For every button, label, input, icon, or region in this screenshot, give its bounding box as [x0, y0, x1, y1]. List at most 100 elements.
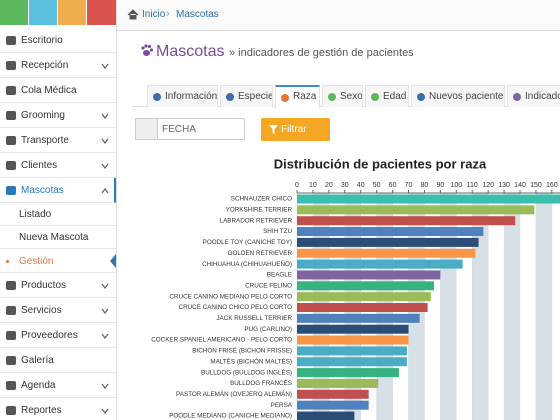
- menu-label[interactable]: Clientes: [21, 160, 58, 171]
- y-tick-label: BULLDOG FRANCÉS: [230, 378, 292, 387]
- filter-button[interactable]: [261, 118, 330, 141]
- menu-item[interactable]: Recepción: [0, 53, 116, 78]
- menu-item[interactable]: Clientes: [0, 153, 116, 178]
- menu-item[interactable]: Agenda: [0, 373, 116, 398]
- bar: [297, 303, 428, 312]
- y-tick-label: GOLDEN RETRIEVER: [228, 250, 293, 257]
- menu-icon: [6, 186, 16, 195]
- tab-icon: [513, 93, 521, 101]
- tab-icon: [153, 93, 161, 101]
- menu-label[interactable]: Galería: [21, 354, 54, 366]
- x-tick-label: 140: [514, 182, 526, 189]
- y-tick-label: PERSA: [271, 402, 293, 409]
- quick-button[interactable]: [87, 0, 116, 25]
- submenu-item[interactable]: Nueva Mascota: [0, 226, 116, 250]
- x-tick-label: 70: [405, 182, 413, 189]
- bar: [297, 281, 434, 291]
- x-tick-label: 40: [357, 182, 365, 189]
- submenu-label[interactable]: Gestión: [19, 255, 54, 267]
- main: Inicio › Mascotas › Mascotas » indicador…: [117, 0, 560, 420]
- submenu-item[interactable]: Gestión: [0, 250, 116, 273]
- x-tick-label: 130: [498, 182, 510, 189]
- active-dot: [6, 259, 9, 263]
- bar: [297, 292, 431, 302]
- x-tick-label: 50: [373, 182, 381, 189]
- separator: ›: [166, 8, 170, 20]
- menu-item[interactable]: Mascotas: [0, 178, 116, 203]
- y-tick-label: BEAGLE: [267, 272, 292, 279]
- tab[interactable]: Especie: [220, 85, 273, 107]
- quick-button[interactable]: [29, 0, 57, 25]
- menu-item[interactable]: Servicios: [0, 298, 116, 323]
- bar: [297, 346, 407, 356]
- submenu-item[interactable]: Listado: [0, 203, 116, 226]
- menu-icon: [6, 61, 16, 70]
- menu-item[interactable]: Escritorio: [0, 28, 116, 53]
- y-tick-label: CRUCE CANINO MEDIANO PELO CORTO: [169, 293, 292, 300]
- x-tick-label: 120: [482, 182, 494, 189]
- y-tick-label: SCHNAUZER CHICO: [231, 196, 292, 203]
- menu-label[interactable]: Productos: [21, 279, 67, 291]
- y-tick-label: CRUCE FELINO: [245, 282, 292, 289]
- tab[interactable]: Nuevos pacientes: [411, 85, 505, 107]
- chevron: [101, 163, 109, 169]
- menu-item[interactable]: Reportes: [0, 398, 116, 420]
- menu-item[interactable]: Galería: [0, 348, 116, 373]
- y-tick-label: BICHÓN FRISÉ (BICHON FRISSE): [192, 346, 292, 355]
- chevron: [101, 63, 109, 69]
- chevron-line: [101, 308, 109, 314]
- y-tick-label: LABRADOR RETRIEVER: [220, 217, 293, 224]
- calendar-icon: [135, 118, 158, 140]
- tab[interactable]: Sexo: [322, 85, 363, 107]
- menu-item[interactable]: Transporte: [0, 128, 116, 153]
- menu-icon: [6, 330, 16, 340]
- home-icon: [127, 9, 139, 20]
- page-subtitle: » indicadores de gestión de pacientes: [229, 47, 414, 59]
- menu-icon: [6, 305, 16, 315]
- quick-button[interactable]: [58, 0, 86, 25]
- menu-label[interactable]: Proveedores: [21, 329, 78, 341]
- active-marker: [110, 253, 116, 268]
- menu-label[interactable]: Mascotas: [21, 185, 64, 196]
- menu-label[interactable]: Transporte: [21, 135, 69, 146]
- filter-button-label[interactable]: Filtrar: [281, 124, 307, 135]
- funnel-icon: [269, 125, 278, 134]
- tab[interactable]: Edad: [365, 85, 409, 107]
- y-tick-label: PUG (CARLINO): [244, 326, 292, 333]
- menu-label[interactable]: Cola Médica: [21, 85, 77, 96]
- y-tick-label: CRUCE CANINO CHICO PELO CORTO: [179, 304, 293, 311]
- menu-item[interactable]: Productos: [0, 273, 116, 298]
- tab[interactable]: Raza: [275, 85, 320, 108]
- menu-icon: [6, 405, 16, 415]
- menu-label[interactable]: Grooming: [21, 110, 65, 121]
- menu-item[interactable]: Cola Médica: [0, 78, 116, 103]
- chevron: [101, 283, 109, 289]
- tab-icon: [328, 93, 336, 101]
- y-tick-label: CHIHUAHUA (CHIHUAHUEÑO): [202, 259, 292, 268]
- menu-label[interactable]: Recepción: [21, 60, 69, 71]
- x-tick-label: 30: [341, 182, 349, 189]
- x-tick-label: 110: [467, 182, 478, 189]
- x-tick-label: 80: [421, 182, 429, 189]
- quick-button[interactable]: [0, 0, 28, 25]
- bar: [297, 389, 369, 399]
- menu-label[interactable]: Escritorio: [21, 35, 63, 46]
- breadcrumb-link[interactable]: Mascotas: [176, 9, 219, 20]
- tab[interactable]: Indicador: [507, 85, 560, 107]
- menu-icon: [6, 355, 16, 365]
- submenu-label[interactable]: Nueva Mascota: [19, 232, 89, 244]
- x-tick-label: 100: [450, 182, 462, 189]
- menu-label[interactable]: Reportes: [21, 404, 62, 416]
- chevron-line: [101, 113, 109, 119]
- menu-label[interactable]: Servicios: [21, 304, 62, 316]
- bar: [297, 259, 463, 269]
- submenu-label[interactable]: Listado: [19, 209, 52, 220]
- menu-item[interactable]: Proveedores: [0, 323, 116, 348]
- menu-item[interactable]: Grooming: [0, 103, 116, 128]
- menu-label[interactable]: Agenda: [21, 379, 56, 391]
- breadcrumb-link[interactable]: Inicio: [142, 9, 166, 20]
- tab[interactable]: Información: [147, 85, 218, 107]
- y-tick-label: SHIH TZU: [263, 228, 292, 235]
- bar: [297, 378, 379, 388]
- y-tick-label: POODLE MEDIANO (CANICHE MEDIANO): [169, 413, 292, 420]
